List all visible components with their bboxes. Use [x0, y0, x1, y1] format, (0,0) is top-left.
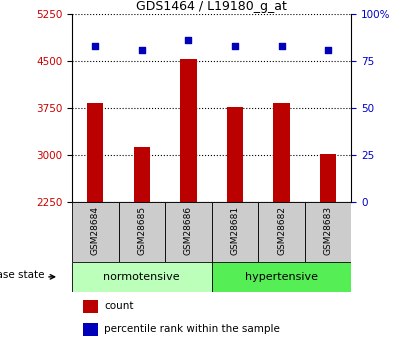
Text: percentile rank within the sample: percentile rank within the sample — [104, 324, 280, 334]
Text: GSM28685: GSM28685 — [137, 206, 146, 255]
Bar — [87, 104, 103, 202]
Bar — [72, 202, 118, 262]
Bar — [118, 202, 165, 262]
Text: GSM28682: GSM28682 — [277, 206, 286, 255]
Bar — [212, 262, 351, 292]
Bar — [134, 147, 150, 202]
Bar — [273, 104, 290, 202]
Bar — [258, 202, 305, 262]
Bar — [165, 202, 212, 262]
Point — [232, 43, 238, 49]
Text: disease state: disease state — [0, 270, 44, 280]
Text: GSM28686: GSM28686 — [184, 206, 193, 255]
Bar — [72, 262, 212, 292]
Text: GSM28683: GSM28683 — [323, 206, 332, 255]
Bar — [320, 154, 336, 202]
Bar — [305, 202, 351, 262]
Point — [325, 47, 331, 52]
Point — [92, 43, 99, 49]
Title: GDS1464 / L19180_g_at: GDS1464 / L19180_g_at — [136, 0, 287, 13]
Bar — [212, 202, 258, 262]
Point — [139, 47, 145, 52]
Point — [185, 37, 192, 43]
Text: GSM28684: GSM28684 — [91, 206, 100, 255]
Text: GSM28681: GSM28681 — [231, 206, 240, 255]
Text: hypertensive: hypertensive — [245, 272, 318, 282]
Text: normotensive: normotensive — [104, 272, 180, 282]
Bar — [83, 300, 99, 313]
Bar — [180, 59, 196, 202]
Bar — [83, 323, 99, 336]
Bar — [227, 107, 243, 202]
Text: count: count — [104, 301, 134, 311]
Point — [278, 43, 285, 49]
